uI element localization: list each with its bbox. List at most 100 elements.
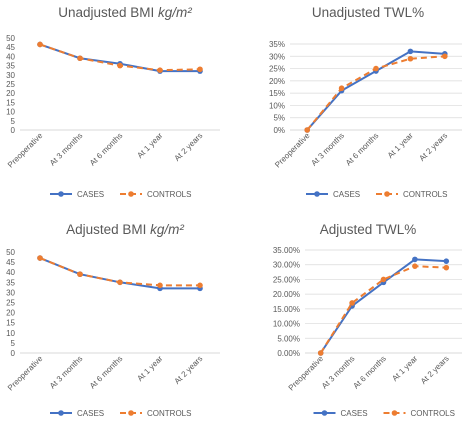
- y-tick-label: 35: [6, 278, 15, 287]
- y-tick-label: 20.00%: [273, 290, 300, 299]
- y-tick-label: 5: [11, 117, 16, 126]
- data-point-controls: [157, 282, 163, 289]
- x-tick-label: At 2 years: [419, 354, 451, 386]
- data-point-controls: [117, 62, 123, 69]
- x-tick-label: Preoperative: [287, 354, 326, 393]
- data-point-controls: [77, 55, 83, 62]
- y-tick-label: 35: [6, 62, 15, 71]
- legend-label-controls: CONTROLS: [147, 190, 191, 199]
- y-tick-label: 50: [6, 34, 15, 43]
- y-tick-label: 15%: [269, 89, 285, 98]
- data-point-controls: [407, 55, 414, 62]
- chart-title: Unadjusted BMI kg/m²: [58, 5, 192, 20]
- x-tick-label: At 1 year: [135, 131, 164, 160]
- y-tick-label: 10.00%: [273, 320, 300, 329]
- data-point-controls: [117, 279, 123, 286]
- y-tick-label: 40: [6, 52, 15, 61]
- legend-label-cases: CASES: [341, 409, 368, 418]
- chart-panel-b: Unadjusted TWL% 0% 5% 10% 15% 20% 25% 30% 35% Pre…: [269, 5, 462, 199]
- x-tick-label: At 3 months: [48, 354, 85, 391]
- x-tick-label: At 3 months: [48, 131, 85, 168]
- series-line-controls: [319, 265, 447, 354]
- legend-label-cases: CASES: [333, 190, 360, 199]
- legend-marker-cases: [58, 191, 64, 197]
- y-tick-label: 30: [6, 288, 15, 297]
- y-tick-label: 40: [6, 268, 15, 277]
- x-tick-label: At 1 year: [390, 354, 419, 383]
- chart-title-text: Adjusted TWL%: [320, 222, 417, 237]
- series-line-cases: [306, 50, 445, 131]
- chart-title-text: Unadjusted TWL%: [312, 5, 424, 20]
- legend-label-cases: CASES: [77, 409, 104, 418]
- data-point-controls: [197, 66, 203, 73]
- y-tick-label: 5.00%: [277, 334, 300, 343]
- y-tick-label: 45: [6, 43, 15, 52]
- data-point-controls: [317, 350, 324, 356]
- y-tick-label: 30: [6, 71, 15, 80]
- data-point-controls: [157, 67, 163, 73]
- x-tick-label: At 1 year: [386, 131, 415, 160]
- chart-title-text: Adjusted BMI: [66, 222, 150, 237]
- data-point-controls: [37, 255, 43, 261]
- data-point-controls: [197, 282, 203, 289]
- data-point-controls: [338, 85, 345, 92]
- data-point-cases: [412, 256, 418, 263]
- x-tick-label: Preoperative: [273, 131, 312, 170]
- y-tick-label: 25: [6, 80, 15, 89]
- data-point-controls: [77, 271, 83, 278]
- y-tick-label: 10: [6, 329, 15, 338]
- y-tick-label: 0%: [273, 126, 285, 135]
- chart-panel-d: Adjusted TWL% 0.00% 5.00% 10.00% 15.00% 20.00…: [273, 222, 462, 418]
- data-point-controls: [412, 263, 418, 269]
- y-tick-label: 25: [6, 299, 15, 308]
- data-point-controls: [37, 41, 43, 48]
- chart-panel-a: Unadjusted BMI kg/m² 05101520253035404550…: [6, 5, 220, 199]
- chart-title-unit: kg/m²: [150, 222, 184, 237]
- y-tick-label: 50: [6, 248, 15, 257]
- legend-label-controls: CONTROLS: [411, 409, 455, 418]
- chart-title-text: Unadjusted BMI: [58, 5, 158, 20]
- data-point-cases: [443, 258, 450, 264]
- data-point-cases: [407, 48, 414, 55]
- series-line-cases: [319, 258, 447, 354]
- y-tick-label: 0: [11, 349, 16, 358]
- y-tick-label: 0: [11, 126, 16, 135]
- y-tick-label: 10%: [269, 101, 285, 110]
- chart-title: Unadjusted TWL%: [312, 5, 424, 20]
- legend-marker-controls: [391, 410, 398, 416]
- x-tick-label: At 2 years: [173, 131, 205, 163]
- x-tick-label: At 6 months: [351, 354, 388, 391]
- x-tick-label: At 6 months: [88, 131, 125, 168]
- legend-marker-controls: [128, 410, 134, 416]
- x-tick-label: Preoperative: [6, 131, 45, 170]
- x-tick-label: Preoperative: [6, 354, 45, 393]
- y-tick-label: 15: [6, 98, 15, 107]
- y-tick-label: 20: [6, 309, 15, 318]
- y-tick-label: 30%: [269, 52, 285, 61]
- x-tick-label: At 6 months: [88, 354, 125, 391]
- data-point-controls: [304, 127, 311, 133]
- y-tick-label: 30.00%: [273, 261, 300, 270]
- data-point-controls: [380, 276, 387, 283]
- y-tick-label: 25%: [269, 65, 285, 74]
- legend-label-controls: CONTROLS: [147, 409, 191, 418]
- y-tick-label: 45: [6, 258, 15, 267]
- y-tick-label: 0.00%: [277, 349, 300, 358]
- legend-marker-controls: [384, 191, 390, 197]
- data-point-controls: [443, 264, 450, 271]
- y-tick-label: 35%: [269, 40, 285, 49]
- x-tick-label: At 3 months: [309, 131, 346, 168]
- data-point-controls: [373, 65, 379, 72]
- y-tick-label: 15.00%: [273, 305, 300, 314]
- y-tick-label: 15: [6, 319, 15, 328]
- legend-marker-cases: [314, 191, 320, 197]
- x-tick-label: At 1 year: [135, 354, 164, 383]
- legend-label-cases: CASES: [77, 190, 104, 199]
- chart-title: Adjusted TWL%: [320, 222, 417, 237]
- x-tick-label: At 2 years: [417, 131, 449, 163]
- chart-title-unit: kg/m²: [158, 5, 192, 20]
- legend-marker-cases: [58, 410, 64, 416]
- chart-title: Adjusted BMI kg/m²: [66, 222, 184, 237]
